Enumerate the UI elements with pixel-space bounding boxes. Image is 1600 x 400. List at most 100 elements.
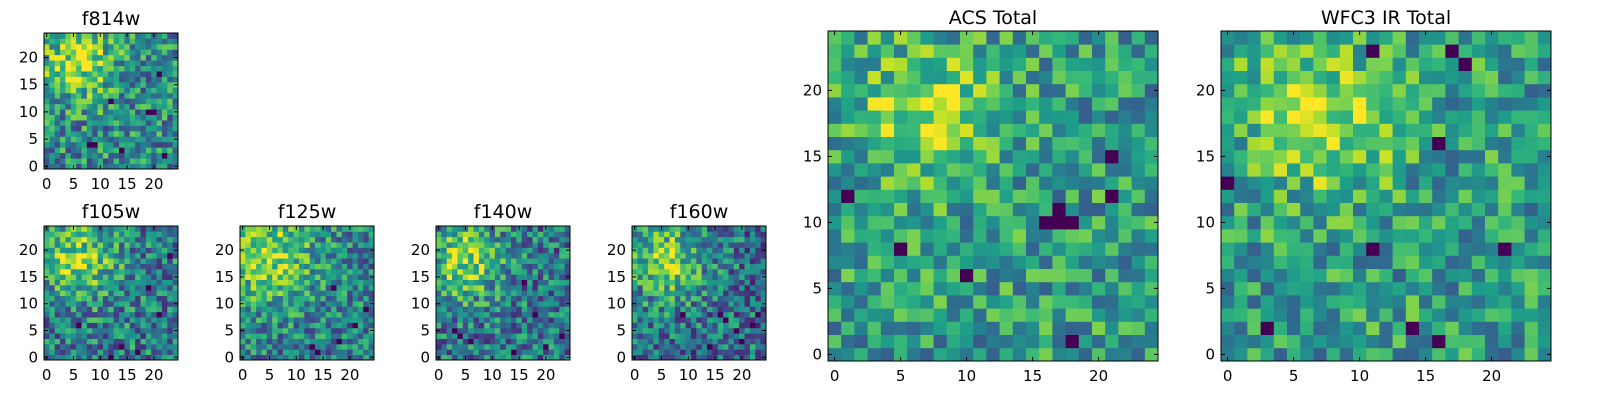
heatmap-cell xyxy=(102,311,109,318)
heatmap-cell xyxy=(76,301,82,307)
heatmap-cell xyxy=(933,31,948,45)
heatmap-cell xyxy=(484,247,490,254)
heatmap-cell xyxy=(1353,268,1367,283)
heatmap-cell xyxy=(102,301,109,307)
heatmap-cell xyxy=(473,242,480,248)
heatmap-cell xyxy=(1524,123,1539,137)
heatmap-cell xyxy=(674,290,681,297)
heatmap-cell xyxy=(685,231,692,238)
heatmap-cell xyxy=(1498,229,1512,243)
heatmap-cell xyxy=(642,274,649,280)
heatmap-cell xyxy=(500,349,507,356)
heatmap-cell xyxy=(1405,70,1420,85)
heatmap-cell xyxy=(167,295,174,302)
heatmap-cell xyxy=(1260,242,1275,256)
heatmap-cell xyxy=(664,317,670,323)
heatmap-cell xyxy=(92,263,98,270)
heatmap-cell xyxy=(707,290,713,297)
heatmap-cell xyxy=(1432,70,1446,85)
heatmap-cell xyxy=(1078,176,1093,190)
heatmap-cell xyxy=(172,236,179,243)
heatmap-cell xyxy=(1498,308,1512,322)
heatmap-cell xyxy=(1065,97,1080,111)
heatmap-cell xyxy=(973,334,987,349)
heatmap-cell xyxy=(309,354,316,361)
heatmap-cell xyxy=(739,242,745,248)
heatmap-cell xyxy=(739,338,745,345)
heatmap-cell xyxy=(156,236,163,243)
heatmap-cell xyxy=(1379,97,1393,111)
heatmap-cell xyxy=(1039,229,1053,243)
heatmap-cell xyxy=(553,290,560,297)
heatmap-cell xyxy=(907,97,921,111)
heatmap-cell xyxy=(97,242,104,248)
heatmap-cell xyxy=(701,333,708,339)
heatmap-cell xyxy=(521,322,528,329)
heatmap-cell xyxy=(167,152,174,159)
heatmap-cell xyxy=(54,163,61,170)
y-tick-label: 10 xyxy=(803,213,822,231)
heatmap-cell xyxy=(920,70,934,85)
heatmap-cell xyxy=(920,255,934,269)
heatmap-cell xyxy=(70,306,77,313)
heatmap-cell xyxy=(543,349,549,356)
heatmap-cell xyxy=(161,103,168,110)
heatmap-cell xyxy=(1234,281,1248,296)
heatmap-cell xyxy=(1118,215,1132,230)
heatmap-cell xyxy=(733,258,740,264)
heatmap-cell xyxy=(250,258,257,264)
heatmap-cell xyxy=(733,242,740,248)
heatmap-cell xyxy=(1287,44,1301,58)
heatmap-cell xyxy=(744,231,751,238)
heatmap-cell xyxy=(60,103,66,110)
heatmap-cell xyxy=(717,317,724,323)
heatmap-cell xyxy=(712,258,719,264)
heatmap-cell xyxy=(894,268,908,283)
heatmap-cell xyxy=(559,258,566,264)
heatmap-cell xyxy=(1432,31,1446,45)
heatmap-cell xyxy=(933,83,948,98)
heatmap-cell xyxy=(145,274,152,280)
heatmap-cell xyxy=(298,242,305,248)
heatmap-cell xyxy=(86,33,93,39)
heatmap-cell xyxy=(648,343,654,350)
heatmap-cell xyxy=(1511,136,1525,151)
heatmap-cell xyxy=(347,295,353,302)
heatmap-cell xyxy=(1392,189,1407,203)
heatmap-cell xyxy=(1131,110,1146,124)
heatmap-cell xyxy=(1012,123,1027,137)
heatmap-cell xyxy=(1379,334,1393,349)
heatmap-cell xyxy=(320,311,327,318)
heatmap-cell xyxy=(637,231,644,238)
heatmap-cell xyxy=(664,290,670,297)
heatmap-cell xyxy=(1092,281,1106,296)
heatmap-cell xyxy=(1419,268,1433,283)
heatmap-cell xyxy=(97,98,104,105)
heatmap-cell xyxy=(717,258,724,264)
heatmap-cell xyxy=(473,301,480,307)
heatmap-cell xyxy=(701,268,708,275)
heatmap-cell xyxy=(1339,44,1354,58)
heatmap-cell xyxy=(60,38,66,45)
heatmap-cell xyxy=(854,189,868,203)
heatmap-cell xyxy=(113,158,120,164)
heatmap-cell xyxy=(717,306,724,313)
heatmap-cell xyxy=(76,147,82,154)
heatmap-cell xyxy=(511,317,517,323)
heatmap-cell xyxy=(452,301,458,307)
heatmap-cell xyxy=(1313,268,1327,283)
heatmap-cell xyxy=(81,92,88,99)
y-tick-label: 5 xyxy=(616,322,626,340)
heatmap-cell xyxy=(156,163,163,170)
heatmap-cell xyxy=(129,349,136,356)
heatmap-cell xyxy=(717,236,724,243)
heatmap-cell xyxy=(653,263,660,270)
heatmap-cell xyxy=(86,130,93,137)
heatmap-cell xyxy=(658,306,665,313)
heatmap-cell xyxy=(288,231,294,238)
heatmap-cell xyxy=(325,247,332,254)
heatmap-cell xyxy=(113,284,120,291)
heatmap-cell xyxy=(1458,295,1473,309)
heatmap-cell xyxy=(1339,202,1354,217)
